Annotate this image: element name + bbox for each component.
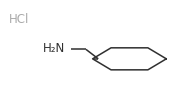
Text: H₂N: H₂N bbox=[43, 42, 65, 55]
Text: HCl: HCl bbox=[9, 13, 29, 27]
